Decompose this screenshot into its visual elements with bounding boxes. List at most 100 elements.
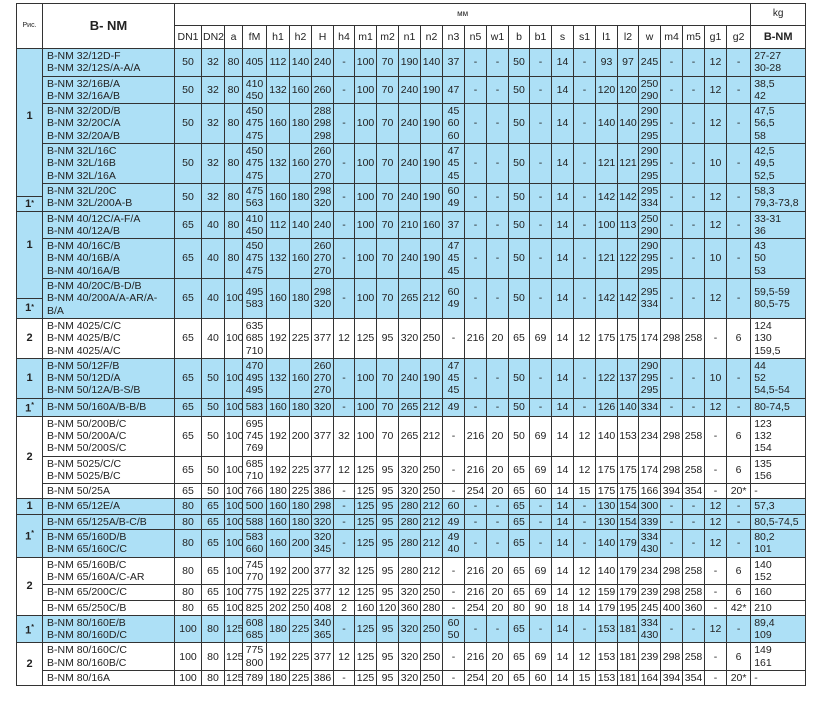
dim-h4: - (334, 671, 355, 687)
dim-dn1: 80 (175, 600, 202, 616)
dim-w: 290 295 295 (639, 358, 661, 399)
dim-w: 234 (639, 557, 661, 586)
dim-n5: - (465, 49, 487, 77)
dim-m5: - (683, 398, 705, 417)
dim-m4: - (661, 358, 683, 399)
dim-dn1: 50 (175, 49, 202, 77)
dim-s1: - (574, 499, 596, 515)
dim-fm: 695 745 769 (243, 416, 267, 457)
dim-w1: 20 (487, 416, 509, 457)
dim-dn2: 50 (202, 456, 225, 485)
dim-m1: 100 (355, 239, 377, 280)
dim-h2: 225 (290, 585, 312, 601)
column-header-h2: h2 (290, 26, 312, 49)
dim-h2: 180 (290, 104, 312, 145)
dim-h2: 180 (290, 514, 312, 531)
model-name: B-NM 40/12C/A-F/A B-NM 40/12A/B (43, 211, 175, 240)
dim-m2: 70 (377, 358, 399, 399)
weight-cell: 149 161 (751, 643, 807, 672)
dim-w1: - (487, 398, 509, 417)
dim-b1: - (530, 530, 552, 558)
dim-w1: 20 (487, 600, 509, 616)
dim-h4: - (334, 484, 355, 500)
weight-cell: 80,5-74,5 (751, 514, 807, 531)
dim-h: 298 320 (312, 183, 334, 212)
dim-a: 100 (225, 358, 244, 399)
dim-b: 50 (509, 279, 530, 319)
dim-g2: - (727, 358, 752, 399)
dim-m2: 95 (377, 671, 399, 687)
dim-n2: 212 (421, 530, 443, 558)
column-header-n5: n5 (465, 26, 487, 49)
dim-g2: - (727, 514, 752, 531)
dim-b: 65 (509, 530, 530, 558)
dim-b: 65 (509, 557, 530, 586)
column-header-n1: n1 (399, 26, 421, 49)
dim-m2: 95 (377, 530, 399, 558)
dim-b1: - (530, 279, 552, 319)
dim-h1: 132 (267, 239, 290, 280)
dim-dn2: 50 (202, 416, 225, 457)
dim-a: 80 (225, 239, 243, 280)
dim-b1: - (530, 499, 552, 515)
dim-m2: 70 (377, 279, 399, 319)
dim-g1: 12 (705, 279, 727, 319)
dim-b: 50 (509, 211, 530, 240)
column-header-b: b (509, 26, 530, 49)
dim-dn2: 50 (202, 398, 225, 417)
dim-h1: 192 (267, 456, 290, 485)
dim-dn2: 32 (202, 76, 225, 105)
dim-m2: 95 (377, 499, 399, 515)
dim-m4: - (661, 239, 683, 280)
weight-cell: 210 (751, 600, 807, 616)
dim-n2: 250 (421, 643, 443, 672)
table-row: 1 B-NM 32/12D-F B-NM 32/12S/A-A/A 50 32 80 40… (17, 49, 807, 184)
dim-h: 408 (312, 600, 334, 616)
dim-n1: 320 (399, 484, 421, 500)
dim-g2: - (727, 398, 752, 417)
column-header-w1: w1 (487, 26, 509, 49)
dim-w: 334 430 (639, 615, 661, 644)
weight-cell: - (751, 671, 807, 687)
dim-m2: 70 (377, 104, 399, 145)
dim-h2: 200 (290, 557, 312, 586)
model-name: B-NM 32L/16C B-NM 32L/16B B-NM 32L/16A (43, 144, 175, 184)
dim-dn1: 65 (175, 211, 202, 240)
dim-fm: 450 475 475 (243, 239, 267, 280)
dim-b1: 69 (530, 416, 552, 457)
dim-h4: - (334, 76, 355, 105)
weight-cell: - (751, 484, 807, 500)
dim-h2: 225 (290, 643, 312, 672)
column-header-l1: l1 (596, 26, 618, 49)
dim-w1: - (487, 49, 509, 77)
dim-g1: - (705, 671, 727, 687)
dim-a: 100 (225, 499, 244, 515)
dim-m2: 95 (377, 456, 399, 485)
dim-w: 234 (639, 416, 661, 457)
dim-b1: 69 (530, 643, 552, 672)
dim-n1: 265 (399, 416, 421, 457)
dim-m5: - (683, 279, 705, 319)
dim-dn1: 100 (175, 671, 202, 687)
dim-a: 125 (225, 643, 244, 672)
dim-g1: 12 (705, 530, 727, 558)
figure-cell: 2 (17, 643, 43, 687)
dim-b: 65 (509, 499, 530, 515)
weight-cell: 124 130 159,5 (751, 318, 807, 359)
model-header: B- NM (43, 4, 175, 49)
dim-n3: 49 40 (443, 530, 465, 558)
dim-m1: 125 (355, 456, 377, 485)
dim-b: 50 (509, 183, 530, 212)
dim-a: 100 (225, 484, 244, 500)
dim-s: 14 (552, 398, 574, 417)
dim-m4: - (661, 104, 683, 145)
dim-n5: - (465, 144, 487, 184)
dim-b1: - (530, 358, 552, 399)
model-name: B-NM 32/16B/A B-NM 32/16A/B (43, 76, 175, 105)
dim-m5: 258 (683, 318, 705, 359)
dim-s1: 14 (574, 600, 596, 616)
dim-h4: - (334, 514, 355, 531)
dim-fm: 635 685 710 (243, 318, 267, 359)
dim-g2: - (727, 76, 752, 105)
dim-m1: 125 (355, 557, 377, 586)
